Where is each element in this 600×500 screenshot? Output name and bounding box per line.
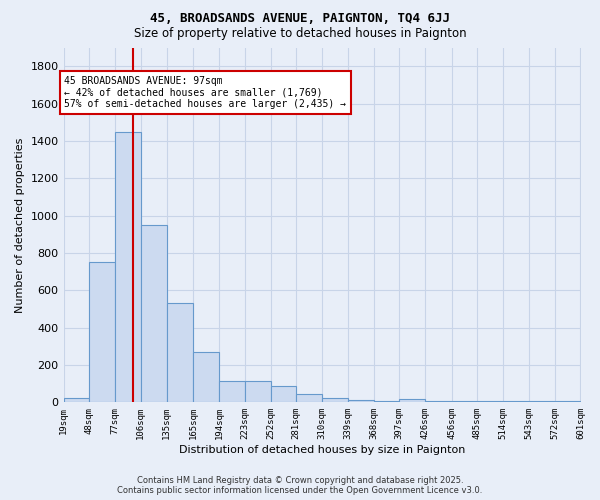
Bar <box>219 381 245 402</box>
Bar <box>89 262 115 402</box>
Bar <box>193 352 219 403</box>
Bar <box>141 225 167 402</box>
Bar <box>64 398 89 402</box>
Bar <box>296 394 322 402</box>
Bar <box>322 398 348 402</box>
Bar <box>271 386 296 402</box>
Bar <box>115 132 141 402</box>
Bar <box>245 381 271 402</box>
Text: 45 BROADSANDS AVENUE: 97sqm
← 42% of detached houses are smaller (1,769)
57% of : 45 BROADSANDS AVENUE: 97sqm ← 42% of det… <box>64 76 346 108</box>
Bar <box>348 400 374 402</box>
X-axis label: Distribution of detached houses by size in Paignton: Distribution of detached houses by size … <box>179 445 465 455</box>
Text: 45, BROADSANDS AVENUE, PAIGNTON, TQ4 6JJ: 45, BROADSANDS AVENUE, PAIGNTON, TQ4 6JJ <box>150 12 450 26</box>
Bar <box>167 304 193 402</box>
Bar <box>399 398 425 402</box>
Text: Size of property relative to detached houses in Paignton: Size of property relative to detached ho… <box>134 28 466 40</box>
Y-axis label: Number of detached properties: Number of detached properties <box>15 137 25 312</box>
Text: Contains HM Land Registry data © Crown copyright and database right 2025.
Contai: Contains HM Land Registry data © Crown c… <box>118 476 482 495</box>
